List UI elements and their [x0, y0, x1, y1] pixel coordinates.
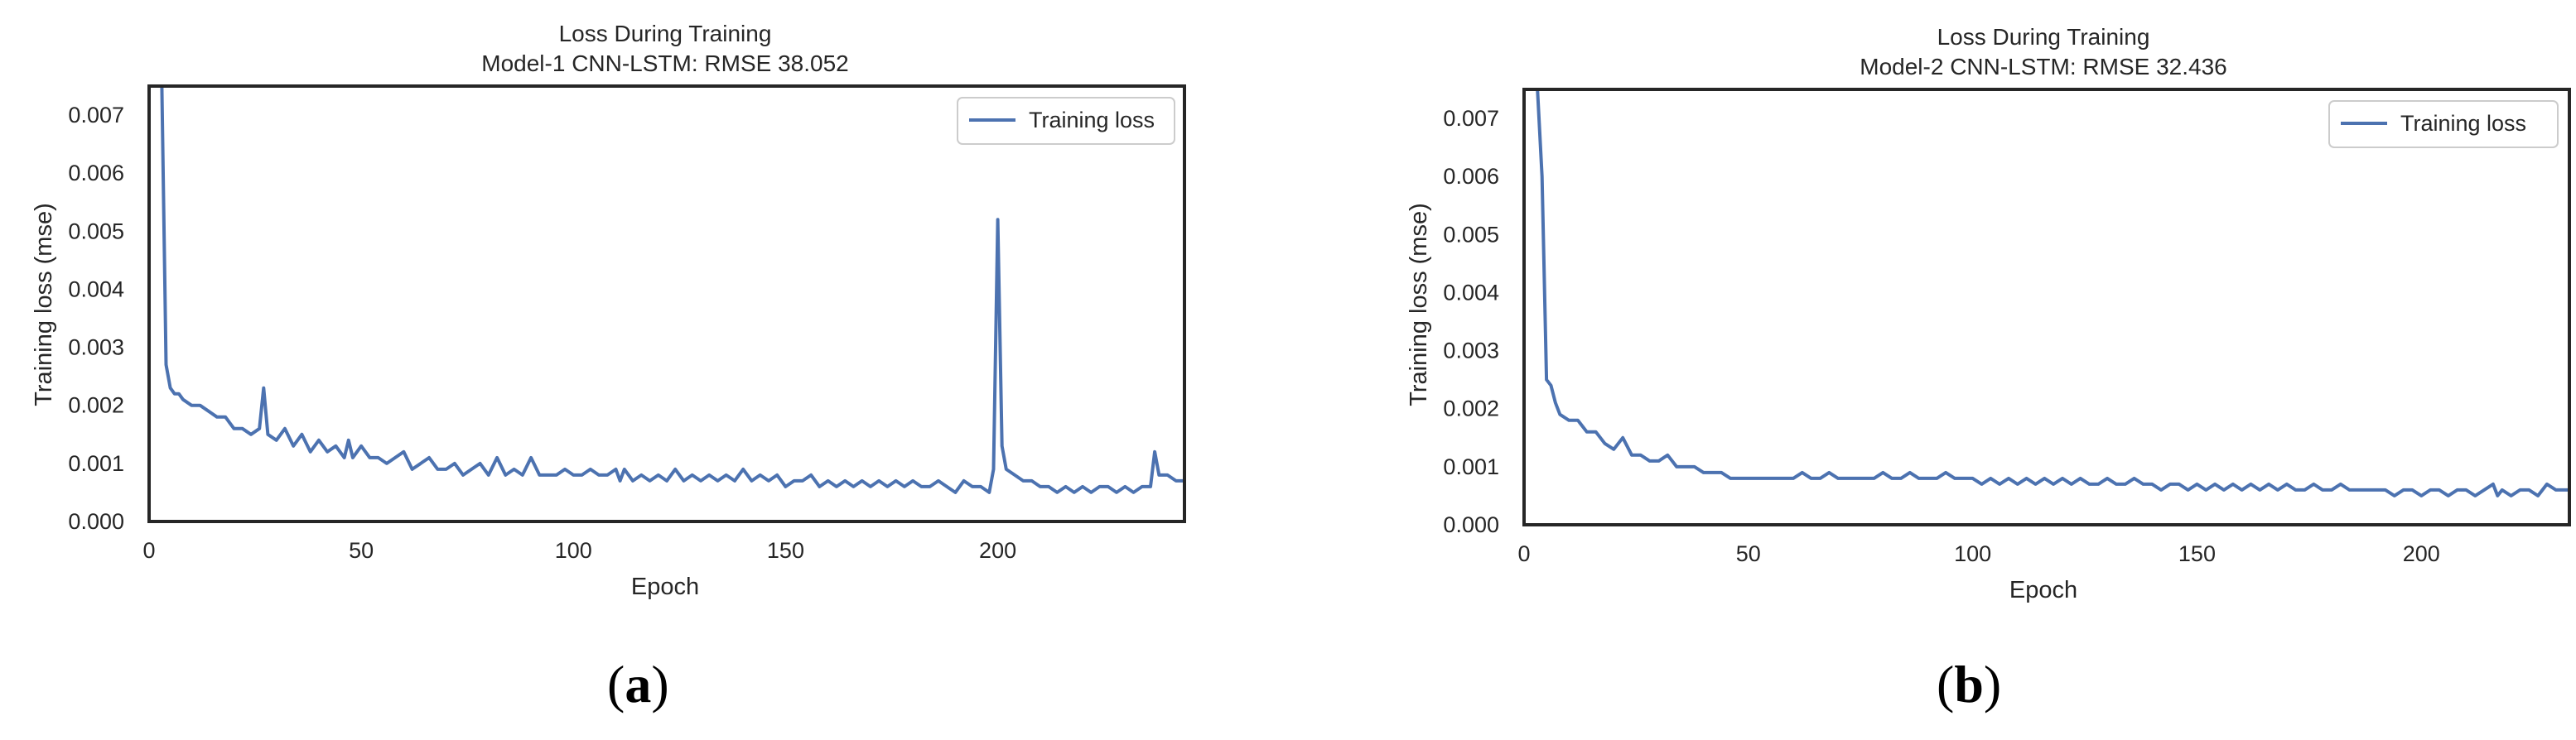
y-tick-label: 0.003	[1443, 339, 1499, 363]
x-tick-label: 0	[1517, 541, 1530, 566]
tick-labels: 0 50 100 150 200 0.000 0.001 0.002 0.003 0.004 0.0…	[68, 103, 1016, 563]
x-axis-label: Epoch	[2009, 577, 2077, 603]
y-axis-label: Training loss (mse)	[31, 203, 57, 406]
panel-label-letter: b	[1954, 655, 1984, 714]
legend-label: Training loss	[2400, 111, 2526, 136]
y-tick-label: 0.000	[1443, 512, 1499, 537]
y-tick-label: 0.000	[68, 509, 124, 534]
y-axis-label: Training loss (mse)	[1406, 203, 1432, 406]
y-tick-label: 0.004	[1443, 280, 1499, 305]
x-tick-label: 200	[2403, 541, 2440, 566]
x-tick-label: 50	[349, 538, 374, 563]
chart-panel-b: Loss During Training Model-2 CNN-LSTM: R…	[1406, 24, 2571, 714]
chart-title: Loss During Training	[559, 21, 772, 46]
panel-label-b: (b)	[1937, 655, 2001, 714]
legend: Training loss	[2328, 100, 2559, 148]
x-tick-label: 200	[979, 538, 1016, 563]
y-tick-label: 0.006	[1443, 164, 1499, 189]
chart-subtitle: Model-2 CNN-LSTM: RMSE 32.436	[1860, 54, 2226, 79]
y-tick-label: 0.002	[1443, 396, 1499, 421]
plot-frame	[1522, 88, 2571, 526]
legend-label: Training loss	[1029, 108, 1155, 132]
y-tick-label: 0.003	[68, 335, 124, 360]
legend: Training loss	[957, 97, 1175, 145]
x-tick-label: 100	[555, 538, 592, 563]
y-tick-label: 0.004	[68, 276, 124, 301]
tick-labels: 0 50 100 150 200 0.000 0.001 0.002 0.003 0.004 0.0…	[1443, 106, 2439, 566]
y-tick-label: 0.002	[68, 393, 124, 418]
chart-panel-a: Loss During Training Model-1 CNN-LSTM: R…	[31, 21, 1186, 714]
x-tick-label: 150	[2178, 541, 2216, 566]
y-tick-label: 0.001	[1443, 454, 1499, 479]
panel-label-letter: a	[625, 655, 651, 714]
chart-subtitle: Model-1 CNN-LSTM: RMSE 38.052	[481, 50, 848, 76]
x-tick-label: 150	[767, 538, 804, 563]
y-tick-label: 0.006	[68, 161, 124, 185]
y-tick-label: 0.007	[68, 103, 124, 127]
x-tick-label: 50	[1736, 541, 1761, 566]
x-tick-label: 0	[142, 538, 155, 563]
y-tick-label: 0.005	[68, 219, 124, 243]
plot-frame	[147, 84, 1186, 523]
x-axis-label: Epoch	[631, 574, 699, 600]
x-tick-label: 100	[1954, 541, 1991, 566]
training-loss-line	[160, 86, 1184, 494]
training-loss-line	[1536, 89, 2569, 497]
y-tick-label: 0.005	[1443, 222, 1499, 247]
legend-box	[957, 97, 1175, 145]
panel-label-a: (a)	[607, 655, 669, 714]
legend-box	[2328, 100, 2559, 148]
y-tick-label: 0.001	[68, 451, 124, 476]
y-tick-label: 0.007	[1443, 106, 1499, 131]
chart-title: Loss During Training	[1937, 24, 2150, 50]
